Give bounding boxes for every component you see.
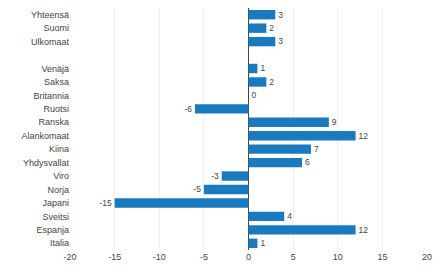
svg-text:4: 4	[287, 211, 292, 221]
svg-text:0: 0	[246, 252, 251, 262]
svg-text:-10: -10	[153, 252, 166, 262]
svg-text:-15: -15	[108, 252, 121, 262]
svg-text:-5: -5	[193, 184, 201, 194]
svg-text:0: 0	[252, 90, 257, 100]
svg-text:20: 20	[422, 252, 432, 262]
svg-text:Suomi: Suomi	[43, 23, 69, 33]
svg-text:Viro: Viro	[53, 171, 69, 181]
svg-text:2: 2	[269, 23, 274, 33]
svg-text:15: 15	[377, 252, 387, 262]
svg-text:9: 9	[332, 117, 337, 127]
svg-text:Yhdysvallat: Yhdysvallat	[23, 158, 70, 168]
svg-text:10: 10	[333, 252, 343, 262]
svg-text:-3: -3	[211, 171, 219, 181]
svg-text:-5: -5	[200, 252, 208, 262]
svg-text:Ulkomaat: Ulkomaat	[31, 37, 70, 47]
svg-text:Kiina: Kiina	[49, 144, 69, 154]
svg-text:12: 12	[359, 131, 369, 141]
svg-text:Yhteensä: Yhteensä	[31, 10, 69, 20]
svg-text:7: 7	[314, 144, 319, 154]
svg-text:12: 12	[359, 225, 369, 235]
svg-text:-6: -6	[184, 104, 192, 114]
svg-text:Saksa: Saksa	[44, 77, 69, 87]
svg-text:3: 3	[278, 36, 283, 46]
svg-text:2: 2	[269, 77, 274, 87]
svg-text:Espanja: Espanja	[36, 225, 69, 235]
svg-text:Venäjä: Venäjä	[41, 64, 69, 74]
svg-text:3: 3	[278, 10, 283, 20]
svg-text:Japani: Japani	[42, 198, 69, 208]
svg-text:5: 5	[291, 252, 296, 262]
svg-text:6: 6	[305, 157, 310, 167]
svg-text:-15: -15	[99, 198, 112, 208]
svg-text:Italia: Italia	[50, 238, 69, 248]
svg-text:Ranska: Ranska	[38, 117, 69, 127]
svg-text:1: 1	[260, 63, 265, 73]
svg-text:1: 1	[260, 238, 265, 248]
svg-text:Britannia: Britannia	[33, 91, 69, 101]
svg-text:Norja: Norja	[47, 185, 69, 195]
svg-text:Ruotsi: Ruotsi	[43, 104, 69, 114]
svg-text:Sveitsi: Sveitsi	[42, 212, 69, 222]
svg-text:-20: -20	[63, 252, 76, 262]
svg-text:Alankomaat: Alankomaat	[21, 131, 69, 141]
